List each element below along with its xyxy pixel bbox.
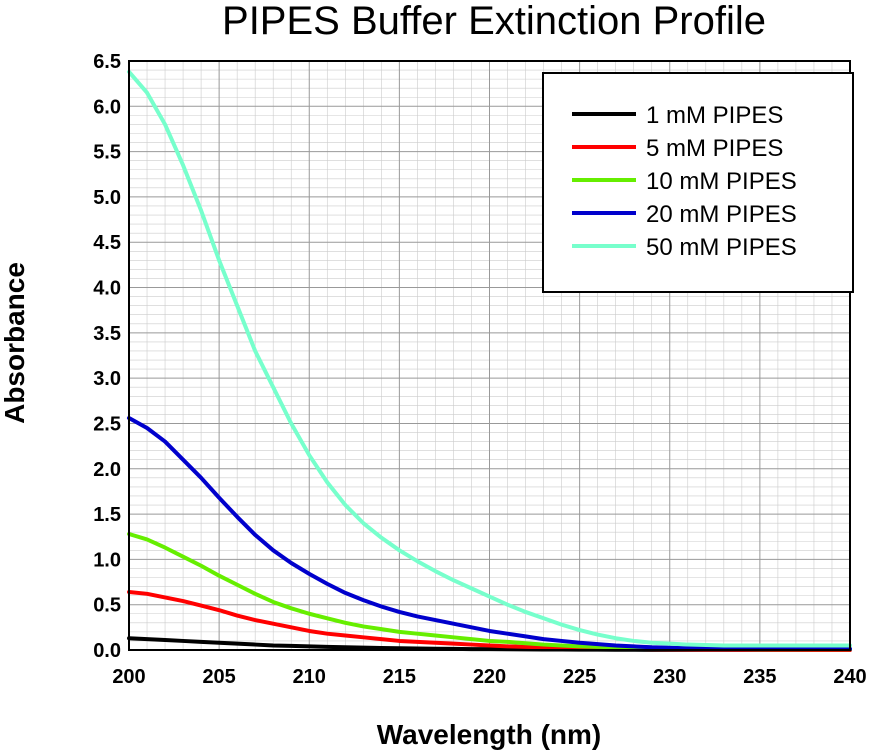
y-tick-label: 1.0 <box>93 549 121 571</box>
y-tick-label: 6.0 <box>93 96 121 118</box>
y-axis-title: Absorbance <box>0 262 30 424</box>
y-tick-label: 1.5 <box>93 504 121 526</box>
legend-box <box>542 72 854 293</box>
y-tick-label: 3.5 <box>93 323 121 345</box>
x-tick-label: 225 <box>563 666 596 688</box>
y-ticks: 0.0 0.5 1.0 1.5 2.0 2.5 3.0 3.5 4.0 4.5 5.0 5.5 6.0 6… <box>93 51 121 662</box>
legend-label: 1 mM PIPES <box>646 102 783 129</box>
legend-label: 20 mM PIPES <box>646 201 797 228</box>
series-line-5 <box>127 69 852 648</box>
plot-frame <box>128 60 851 651</box>
x-tick-label: 215 <box>383 666 416 688</box>
y-tick-label: 6.5 <box>93 51 121 73</box>
legend-items: 1 mM PIPES 5 mM PIPES 10 mM PIPES 20 mM PIP… <box>572 102 797 261</box>
x-ticks: 200 205 210 215 220 225 230 235 240 <box>112 666 866 688</box>
y-tick-label: 3.0 <box>93 368 121 390</box>
y-tick-label: 5.5 <box>93 142 121 164</box>
x-tick-label: 240 <box>833 666 866 688</box>
legend-label: 50 mM PIPES <box>646 234 797 261</box>
x-tick-label: 210 <box>293 666 326 688</box>
y-tick-label: 2.5 <box>93 413 121 435</box>
y-tick-label: 0.0 <box>93 640 121 662</box>
x-tick-label: 220 <box>473 666 506 688</box>
x-tick-label: 205 <box>202 666 235 688</box>
y-tick-label: 5.0 <box>93 187 121 209</box>
x-axis-title: Wavelength (nm) <box>377 719 602 750</box>
y-tick-label: 0.5 <box>93 595 121 617</box>
y-tick-label: 4.0 <box>93 278 121 300</box>
legend-label: 5 mM PIPES <box>646 135 783 162</box>
y-tick-label: 2.0 <box>93 459 121 481</box>
x-tick-label: 230 <box>653 666 686 688</box>
series-line-4 <box>127 416 852 651</box>
x-tick-label: 235 <box>743 666 776 688</box>
chart-title: PIPES Buffer Extinction Profile <box>222 0 766 43</box>
x-tick-label: 200 <box>112 666 145 688</box>
legend: 1 mM PIPES 5 mM PIPES 10 mM PIPES 20 mM PIP… <box>542 72 854 293</box>
y-tick-label: 4.5 <box>93 232 121 254</box>
legend-label: 10 mM PIPES <box>646 168 797 195</box>
